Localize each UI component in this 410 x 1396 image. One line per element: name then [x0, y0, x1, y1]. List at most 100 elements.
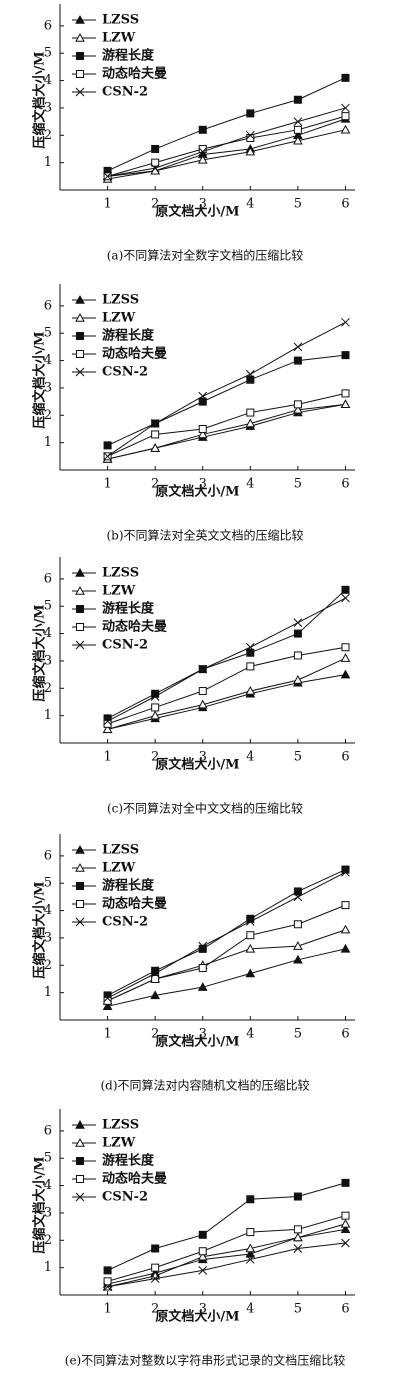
series-line: [107, 589, 346, 719]
legend-marker: [76, 70, 84, 78]
series-line: [107, 77, 346, 172]
data-point: [150, 969, 160, 978]
series-line: [107, 904, 346, 1002]
data-point: [341, 1211, 350, 1220]
data-point: [293, 125, 302, 134]
data-point: [245, 418, 256, 428]
x-tick-label: 5: [294, 750, 302, 765]
data-point: [246, 662, 255, 671]
data-point: [341, 73, 350, 82]
data-point: [246, 408, 255, 417]
legend-marker: [75, 567, 85, 577]
data-point: [340, 1218, 351, 1228]
data-point: [293, 954, 303, 964]
y-tick-label: 6: [44, 848, 52, 863]
data-point: [198, 144, 207, 153]
series-line: [107, 597, 346, 722]
data-point: [103, 719, 112, 728]
data-point: [198, 944, 207, 953]
data-point: [198, 1230, 207, 1239]
legend-label: CSN-2: [102, 1190, 148, 1205]
x-tick-label: 1: [103, 477, 111, 492]
data-point: [246, 1195, 255, 1204]
data-point: [245, 943, 256, 953]
x-tick-label: 3: [199, 197, 207, 212]
legend-marker: [75, 32, 85, 42]
x-tick-label: 5: [294, 1302, 302, 1317]
data-point: [151, 703, 160, 712]
legend-marker: [75, 585, 85, 595]
data-point: [103, 451, 112, 461]
data-point: [293, 1232, 303, 1242]
data-point: [246, 914, 255, 923]
legend-marker: [76, 350, 84, 358]
x-tick-label: 6: [341, 1027, 349, 1042]
legend-label: 游程长度: [102, 48, 155, 64]
x-tick-label: 4: [246, 750, 254, 765]
x-axis-label: 原文档大小/M: [155, 1034, 239, 1050]
data-point: [341, 585, 350, 594]
legend-marker: [75, 1137, 85, 1147]
x-tick-label: 6: [341, 1302, 349, 1317]
x-tick-label: 3: [199, 1027, 207, 1042]
data-point: [150, 1274, 160, 1283]
data-point: [198, 424, 207, 433]
x-tick-label: 2: [151, 1302, 159, 1317]
data-point: [293, 651, 302, 660]
data-point: [341, 1238, 350, 1248]
series-line: [107, 674, 346, 730]
data-point: [293, 618, 303, 628]
y-tick-label: 3: [44, 380, 52, 395]
x-tick-label: 1: [103, 1027, 111, 1042]
legend-label: 动态哈夫曼: [102, 346, 167, 362]
data-point: [246, 931, 255, 940]
data-point: [340, 653, 351, 662]
y-tick-label: 1: [44, 985, 52, 1000]
legend-marker: [75, 14, 85, 24]
data-point: [341, 643, 350, 652]
y-tick-label: 6: [44, 18, 52, 33]
data-point: [293, 135, 303, 145]
data-point: [341, 351, 350, 360]
series-line: [107, 929, 346, 1002]
data-point: [150, 163, 160, 173]
y-tick-label: 5: [44, 326, 52, 341]
data-point: [293, 892, 303, 902]
x-tick-label: 5: [294, 477, 302, 492]
data-point: [151, 966, 160, 975]
data-point: [151, 974, 160, 983]
data-point: [198, 125, 207, 134]
data-point: [341, 865, 350, 874]
data-point: [341, 593, 350, 603]
data-point: [198, 964, 207, 973]
data-point: [150, 990, 161, 1000]
y-tick-label: 6: [44, 571, 52, 586]
y-tick-label: 2: [44, 128, 52, 143]
y-tick-label: 2: [44, 408, 52, 423]
legend-label: LZW: [102, 861, 136, 876]
legend-marker: [76, 1157, 84, 1165]
y-tick-label: 6: [44, 298, 52, 313]
data-point: [340, 924, 351, 934]
data-point: [150, 710, 161, 720]
y-tick-label: 4: [44, 626, 52, 641]
data-point: [341, 867, 350, 877]
data-point: [245, 1243, 256, 1253]
legend-marker: [76, 52, 84, 60]
caption: (d)不同算法对内容随机文档的压缩比较: [100, 1078, 309, 1093]
y-tick-label: 4: [44, 1178, 52, 1193]
series-line: [107, 1182, 346, 1271]
data-point: [197, 982, 208, 991]
data-point: [340, 1224, 351, 1234]
data-point: [341, 317, 350, 327]
legend-label: LZW: [102, 584, 136, 599]
x-tick-label: 5: [294, 1027, 302, 1042]
data-point: [245, 968, 256, 978]
y-tick-label: 5: [44, 46, 52, 61]
x-axis-label: 原文档大小/M: [155, 757, 239, 773]
x-tick-label: 6: [341, 477, 349, 492]
data-point: [150, 443, 161, 452]
caption: (a)不同算法对全数字文档的压缩比较: [107, 248, 304, 263]
legend-label: CSN-2: [102, 638, 148, 653]
legend-label: CSN-2: [102, 85, 148, 100]
